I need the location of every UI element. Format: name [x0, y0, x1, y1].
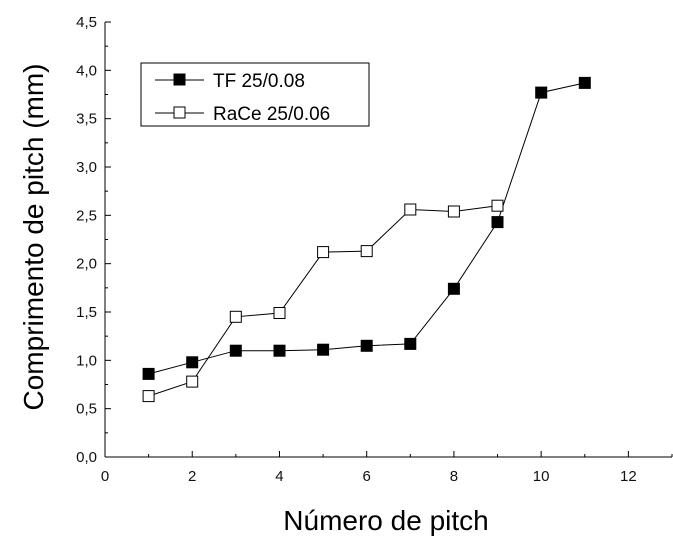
- data-point-tf: [535, 86, 548, 99]
- ticks: 0,0 0,5 1,0 1,5 2,0 2,5 3,0 3,5 4,0 4,5 0 2 4 6 8 10 12: [76, 14, 673, 485]
- y-tick-label: 3,5: [76, 111, 97, 128]
- legend: TF 25/0.08 RaCe 25/0.06: [140, 62, 370, 127]
- y-tick-label: 2,5: [76, 207, 97, 224]
- y-tick-label: 0,5: [76, 401, 97, 418]
- legend-label-tf: TF 25/0.08: [213, 71, 305, 92]
- data-point-tf: [404, 337, 417, 350]
- x-axis-title: Número de pitch: [283, 505, 488, 536]
- x-tick-label: 6: [363, 468, 371, 485]
- y-tick-label: 1,0: [76, 352, 97, 369]
- y-tick-label: 4,5: [76, 14, 97, 31]
- data-point-race: [317, 246, 330, 259]
- y-tick-label: 2,0: [76, 256, 97, 273]
- x-tick-label: 12: [620, 468, 637, 485]
- x-tick-label: 10: [533, 468, 550, 485]
- y-tick-label: 1,5: [76, 304, 97, 321]
- data-point-tf: [447, 282, 460, 295]
- x-tick-label: 8: [450, 468, 458, 485]
- series-line-race: [148, 205, 498, 397]
- data-point-tf: [578, 76, 591, 89]
- data-point-race: [142, 390, 155, 403]
- data-point-race: [229, 310, 242, 323]
- data-point-tf: [317, 343, 330, 356]
- x-tick-label: 2: [188, 468, 196, 485]
- y-tick-label: 0,0: [76, 449, 97, 466]
- data-point-tf: [142, 367, 155, 380]
- y-axis-title: Comprimento de pitch (mm): [18, 64, 49, 411]
- legend-marker-race: [173, 106, 186, 119]
- data-point-race: [273, 307, 286, 319]
- data-point-race: [447, 205, 460, 218]
- legend-marker-tf: [173, 73, 186, 86]
- data-point-tf: [491, 216, 504, 229]
- data-point-tf: [273, 344, 286, 357]
- data-point-race: [404, 203, 417, 216]
- data-point-tf: [186, 356, 199, 369]
- x-tick-label: 4: [275, 468, 283, 485]
- x-tick-label: 0: [101, 468, 109, 485]
- data-point-race: [360, 245, 373, 258]
- data-point-tf: [229, 344, 242, 357]
- y-tick-label: 3,0: [76, 159, 97, 176]
- data-point-race: [186, 375, 199, 388]
- series-layer: [142, 76, 591, 403]
- legend-label-race: RaCe 25/0.06: [213, 104, 330, 125]
- data-point-race: [491, 199, 504, 212]
- series-line-tf: [148, 82, 585, 375]
- data-point-tf: [360, 339, 373, 352]
- y-tick-label: 4,0: [76, 62, 97, 79]
